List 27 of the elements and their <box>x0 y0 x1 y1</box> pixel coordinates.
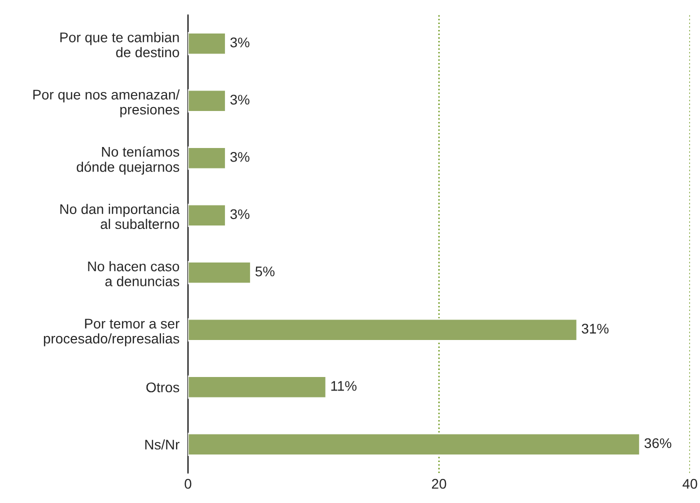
y-tick-label: Por que te cambian de destino <box>60 32 180 58</box>
y-tick-label: Otros <box>146 382 180 392</box>
y-tick-label: No hacen caso a denuncias <box>88 261 180 286</box>
data-label: 11% <box>331 381 356 391</box>
data-label: 5% <box>255 266 274 276</box>
bar <box>188 261 252 284</box>
x-tick-label: 40 <box>682 478 698 489</box>
data-label: 3% <box>230 152 250 162</box>
y-tick-label: Ns/Nr <box>145 439 180 450</box>
y-tick-label: No teníamos dónde quejarnos <box>76 146 180 175</box>
data-label: 3% <box>230 94 250 105</box>
y-tick-label: Por temor a ser procesado/represalias <box>44 318 180 346</box>
bar <box>188 376 327 399</box>
bar <box>188 432 640 456</box>
data-label: 3% <box>230 209 250 220</box>
x-tick-label: 20 <box>432 478 446 489</box>
bar <box>188 32 226 56</box>
data-label: 31% <box>582 324 609 334</box>
x-tick-label: 0 <box>184 478 192 489</box>
y-tick-label: Por que nos amenazan/ presiones <box>33 89 180 118</box>
data-label: 3% <box>230 38 250 48</box>
bar <box>188 318 578 342</box>
y-tick-label: No dan importancia al subalterno <box>60 204 180 230</box>
bar <box>188 89 226 112</box>
bar <box>188 204 226 227</box>
data-label: 36% <box>644 438 672 448</box>
bar <box>188 146 226 170</box>
